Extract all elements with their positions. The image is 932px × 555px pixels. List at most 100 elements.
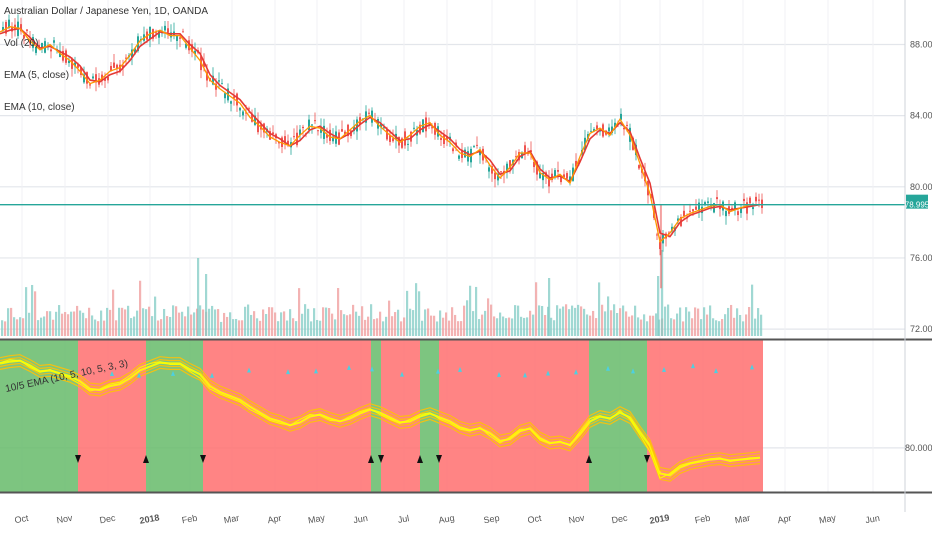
indicator-tick-marker [691,363,695,369]
volume-bar [526,317,529,336]
candle-body [590,130,592,132]
volume-bar [607,296,610,336]
candle-body [248,108,250,110]
volume-bar [409,308,412,336]
volume-bar [481,314,484,336]
volume-bar [271,307,274,336]
candle-body [116,64,118,69]
volume-bar [238,320,241,336]
volume-bar [277,321,280,336]
volume-bar [109,309,112,336]
volume-bar [322,307,325,336]
volume-bar [28,312,31,336]
volume-bar [598,282,601,336]
candle-body [740,207,742,214]
candle-body [488,167,490,172]
volume-bar [79,310,82,336]
volume-bar [334,319,337,336]
candle-body [455,142,457,145]
candle-body [68,60,70,64]
candle-body [644,171,646,182]
candle-body [311,124,313,126]
candle-body [704,202,706,205]
indicator-tick-marker [606,365,610,371]
candle-body [35,47,37,53]
volume-bar [46,311,49,336]
volume-bar [13,317,16,336]
sell-signal-arrow [436,455,442,463]
indicator-tick-marker [662,366,666,372]
candle-body [122,65,124,69]
volume-bar [115,320,118,336]
candle-body [452,148,454,152]
current-price-badge: 78.995 [905,194,930,210]
bull-zone [420,340,439,492]
candle-body [257,119,259,133]
volume-bar [67,314,70,336]
candle-body [224,93,226,99]
volume-bar [118,307,121,336]
candle-body [719,207,721,210]
volume-bar [568,309,571,336]
candle-body [638,165,640,169]
candle-body [104,77,106,81]
candle-body [110,65,112,71]
volume-bar [250,314,253,336]
price-legend: Australian Dollar / Japanese Yen, 1D, OA… [4,6,208,113]
volume-bar [169,316,172,336]
candle-body [11,26,13,32]
line-layer [0,26,905,244]
volume-bar [574,307,577,336]
candle-body [593,129,595,132]
volume-bar [565,304,568,336]
volume-bar [724,314,727,336]
candle-body [524,145,526,153]
volume-bar [124,309,127,336]
candle-body [539,172,541,179]
candle-body [314,120,316,122]
volume-bar [7,308,10,336]
legend-volume: Vol (20) [4,38,38,49]
time-axis-label: Jul [397,513,410,525]
sell-signal-arrow [644,455,650,463]
indicator-band-line [0,359,761,477]
indicator-tick-marker [523,372,527,378]
legend-symbol-title: Australian Dollar / Japanese Yen, 1D, OA… [4,6,208,17]
volume-bar [197,258,200,336]
candle-body [230,101,232,104]
volume-bar [40,317,43,336]
candle-body [692,209,694,212]
volume-bar [76,305,79,336]
candle-body [269,131,271,140]
volume-bar [145,309,148,336]
candle-body [71,58,73,69]
volume-bar [688,311,691,336]
candle-body [440,137,442,141]
volume-bar [403,317,406,336]
volume-bar [55,311,58,336]
candle-body [53,40,55,43]
buy-signal-arrow [417,455,423,463]
volume-bar [673,319,676,336]
volume-bar [679,307,682,336]
volume-bar [121,307,124,336]
volume-bar [181,311,184,336]
current-price-badge-bg [906,194,928,209]
volume-bar [439,310,442,336]
volume-bar [364,319,367,336]
volume-bar [718,321,721,336]
volume-bar [136,310,139,336]
candle-body [437,126,439,137]
candle-body [734,202,736,210]
volume-bar [472,311,475,336]
volume-bar [211,305,214,336]
volume-bar [544,315,547,336]
volume-bar [703,307,706,336]
volume-bar [43,316,46,336]
volume-bar [193,312,196,336]
volume-bar [268,307,271,336]
volume-bar [133,316,136,336]
volume-bar [616,313,619,336]
volume-bar [556,305,559,336]
